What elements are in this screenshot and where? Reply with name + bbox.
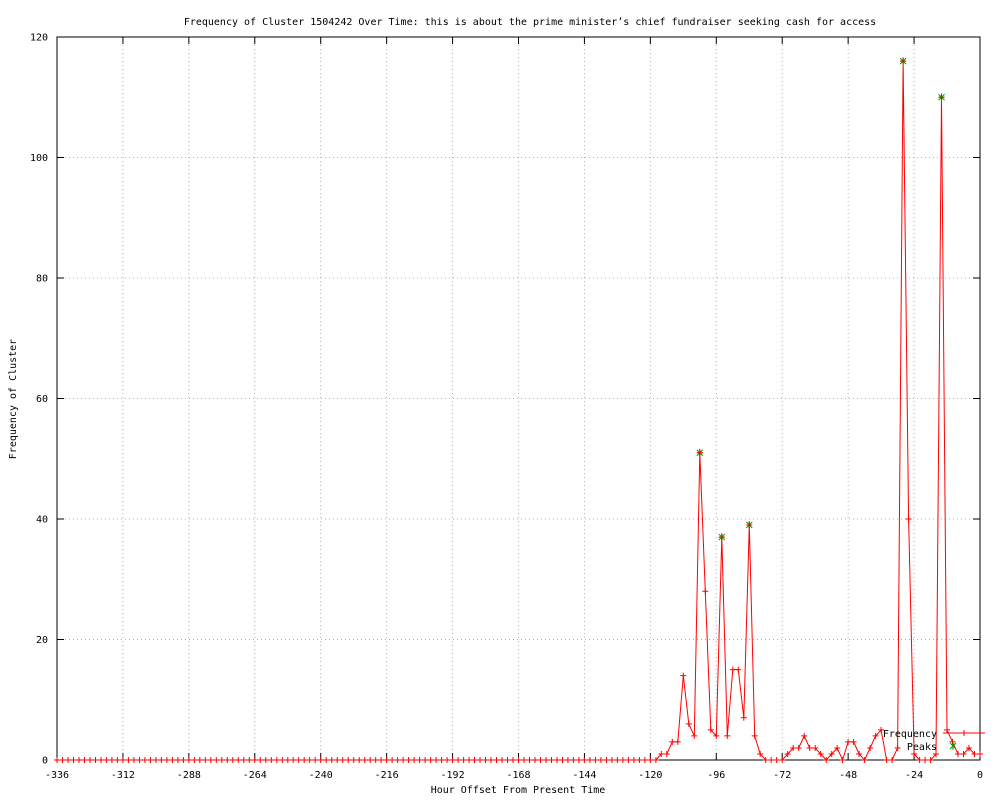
- chart-title: Frequency of Cluster 1504242 Over Time: …: [184, 17, 876, 28]
- y-tick-label: 120: [30, 33, 48, 44]
- y-tick-label: 20: [36, 635, 48, 646]
- y-tick-label: 40: [36, 515, 48, 526]
- legend-samples: [943, 730, 985, 750]
- tick-labels: -336 -312 -288 -264 -240 -216 -192 -168 -144 -120…: [30, 33, 983, 782]
- y-tick-label: 80: [36, 274, 48, 285]
- y-tick-label: 60: [36, 394, 48, 405]
- legend: Frequency Peaks: [883, 729, 985, 753]
- x-tick-label: -96: [707, 770, 725, 781]
- legend-peaks-label: Peaks: [907, 742, 937, 753]
- x-tick-label: -48: [839, 770, 857, 781]
- grid-lines: [57, 37, 980, 760]
- x-axis-label: Hour Offset From Present Time: [431, 785, 606, 796]
- x-tick-label: -24: [905, 770, 923, 781]
- x-tick-label: -264: [243, 770, 267, 781]
- x-tick-label: -72: [773, 770, 791, 781]
- x-tick-label: -216: [375, 770, 399, 781]
- legend-frequency-label: Frequency: [883, 729, 937, 740]
- peaks-series: [696, 57, 945, 542]
- x-tick-label: -312: [111, 770, 135, 781]
- x-tick-label: 0: [977, 770, 983, 781]
- y-tick-label: 0: [42, 756, 48, 767]
- frequency-series: [54, 58, 983, 763]
- x-tick-label: -120: [638, 770, 662, 781]
- y-tick-label: 100: [30, 153, 48, 164]
- x-tick-label: -192: [441, 770, 465, 781]
- y-axis-label: Frequency of Cluster: [8, 339, 19, 459]
- x-tick-label: -336: [45, 770, 69, 781]
- x-tick-label: -144: [572, 770, 596, 781]
- x-tick-label: -240: [309, 770, 333, 781]
- x-tick-label: -168: [506, 770, 530, 781]
- x-tick-label: -288: [177, 770, 201, 781]
